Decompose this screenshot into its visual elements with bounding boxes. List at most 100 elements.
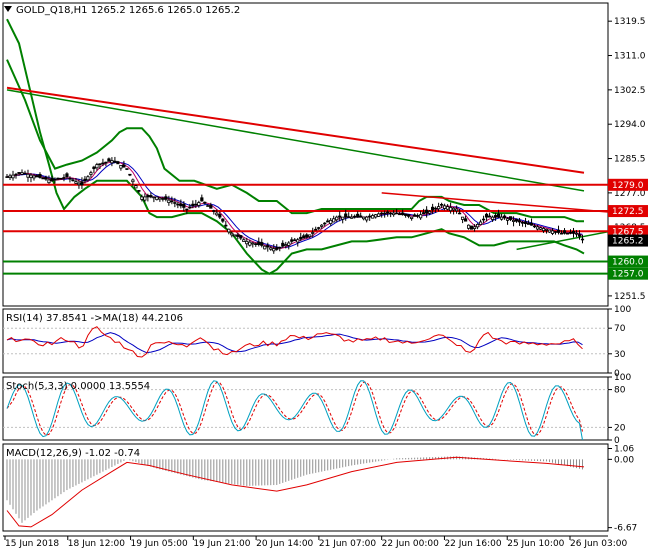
candle-body [218,214,222,218]
candle-body [5,176,9,178]
candle-body [317,227,321,229]
candle-body [281,242,285,247]
candle-body [481,218,486,221]
candle-body [559,232,564,235]
candle-body [122,164,126,168]
stochastic-header: Stoch(5,3,3) 0.0000 13.5554 [6,381,150,392]
trendline-green-lower [516,228,622,251]
candle-body [544,228,549,231]
candle-body [413,214,417,217]
candle-body [155,196,159,201]
candle-body [308,234,312,237]
candle-body [8,175,12,178]
candle-body [167,199,171,204]
candle-body [134,185,138,189]
time-axis-label: 22 Jun 00:00 [382,539,439,549]
candle-body [538,227,543,230]
trendline-green-descending [6,89,585,192]
candle-body [449,207,453,212]
trendline-red-descending [6,86,585,174]
price-header: GOLD_Q18,H1 1265.2 1265.6 1265.0 1265.2 [16,5,240,16]
candle-body [284,244,288,247]
candle-body [407,214,411,217]
level-price-label: 1260.0 [612,258,644,268]
candle-body [446,206,450,210]
candle-body [248,241,252,246]
candle-body [464,218,468,222]
candle-body [356,213,360,218]
candle-body [520,221,525,224]
candle-body [299,236,303,240]
candle-body [547,229,552,233]
candle-body [350,216,354,219]
candle-body [17,172,21,174]
macd-axis-label: 1.06 [614,445,634,455]
candle-body [341,216,345,220]
candle-body [395,212,399,215]
candle-body [83,178,87,182]
candle-body [26,173,30,178]
candle-body [29,174,33,178]
candle-body [206,205,210,207]
current-price-label: 1265.2 [612,237,644,247]
candle-body [230,232,234,236]
level-price-tag [608,255,648,268]
candle-body [290,239,294,242]
candle-body [443,205,447,209]
candle-body [110,160,114,164]
candle-body [484,213,489,218]
level-price-label: 1279.0 [612,181,644,191]
candle-body [320,224,324,227]
candle-body [478,221,483,226]
panel-frame [2,2,609,307]
candle-body [194,203,198,206]
candle-body [173,202,177,204]
candle-body [499,216,504,220]
candle-body [452,207,456,211]
candle-body [50,177,54,182]
candle-body [353,215,357,218]
candle-body [32,175,36,179]
macd-panel[interactable] [6,456,585,528]
candle-body [23,172,27,175]
stochastic-panel[interactable] [3,380,608,441]
price-panel[interactable] [3,18,622,275]
candle-body [487,215,492,218]
candle-body [149,195,153,198]
rsi-panel[interactable] [3,326,608,358]
price-axis-label: 1285.5 [614,155,646,165]
stoch-axis-label: 80 [614,386,626,396]
candle-body [362,216,366,220]
panel-frame [2,443,609,532]
time-axis-label: 19 Jun 21:00 [193,539,250,549]
candle-body [65,173,69,178]
candle-body [398,213,402,216]
candle-body [116,161,120,165]
candle-body [104,161,108,164]
candle-body [323,222,327,225]
panel-frame [2,308,609,374]
candle-body [269,247,273,250]
candle-body [475,223,480,228]
candle-body [101,162,105,165]
candle-body [188,206,192,209]
macd-axis-label: 0.00 [614,455,634,465]
candle-body [347,216,351,218]
candle-body [107,158,111,162]
candle-body [293,239,297,242]
time-axis-label: 15 Jun 2018 [5,539,59,549]
candle-body [550,230,555,234]
candle-body [338,215,342,218]
candle-body [62,177,66,179]
candle-body [311,232,315,234]
candle-body [422,212,426,215]
price-axis-label: 1311.0 [614,52,646,62]
rsi-axis-label: 30 [614,350,626,360]
time-axis-label: 25 Jun 10:00 [507,539,564,549]
candle-body [505,218,510,221]
candle-body [431,206,435,211]
rsi-header: RSI(14) 37.8541 ->MA(18) 44.2106 [6,313,183,324]
candle-body [272,248,276,252]
